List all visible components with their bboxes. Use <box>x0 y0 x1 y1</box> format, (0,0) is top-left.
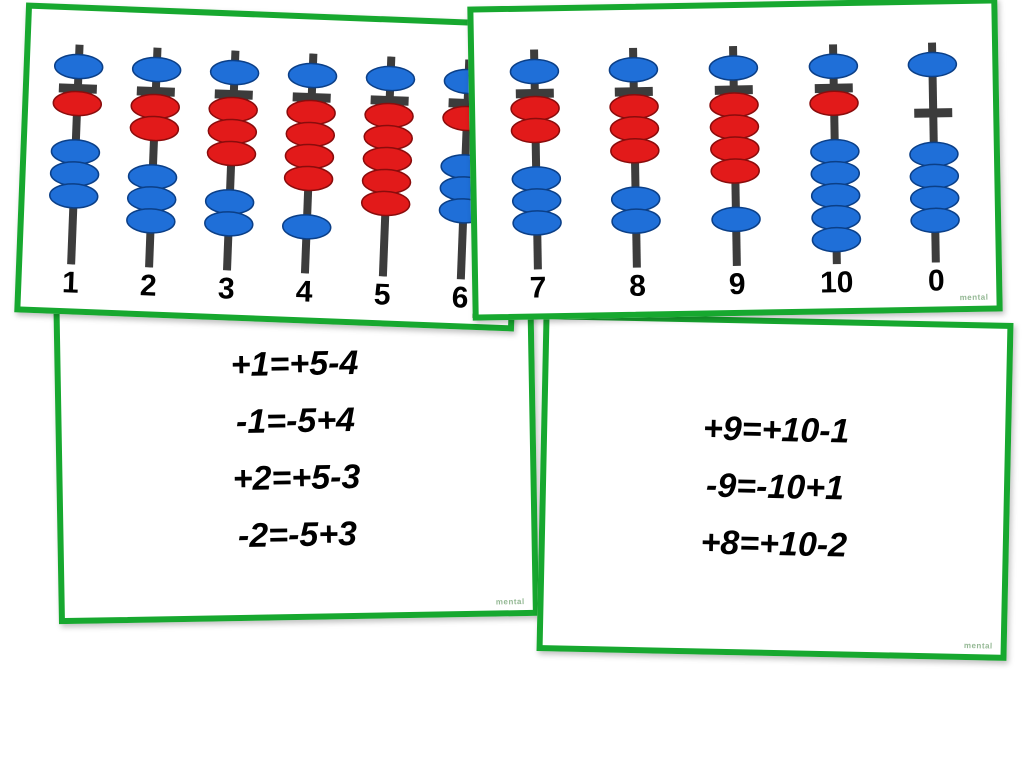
abacus-rod-svg <box>119 46 187 268</box>
watermark: mental <box>960 293 989 303</box>
abacus-rod-svg <box>803 44 867 265</box>
watermark: mental <box>964 641 993 651</box>
formula-right: +9=+10-1 -9=-10+1 +8=+10-2 mental <box>537 313 1014 661</box>
stage: { "colors": { "card_border": "#17a82f", … <box>0 0 1024 768</box>
rod-label: 7 <box>529 271 546 305</box>
abacus-rod: 7 <box>504 49 568 306</box>
abacus-rod: 4 <box>274 52 344 310</box>
abacus-rod: 0 <box>902 42 966 299</box>
formula-line: +8=+10-2 <box>700 523 847 565</box>
abacus-rod-svg <box>353 55 421 277</box>
abacus-rod: 5 <box>352 55 422 313</box>
abacus-right: 7 8 9 10 0 mental <box>467 0 1002 321</box>
rod-label: 10 <box>820 266 854 301</box>
rod-label: 2 <box>139 269 157 304</box>
formula-line: +1=+5-4 <box>230 344 358 385</box>
abacus-rod-svg <box>902 42 966 263</box>
abacus-rod: 3 <box>196 49 266 307</box>
abacus-rod: 1 <box>40 43 110 301</box>
formula-line: -1=-5+4 <box>236 401 356 442</box>
abacus-rod: 8 <box>603 47 667 304</box>
formula-line: +9=+10-1 <box>703 409 850 451</box>
abacus-left: 123456mental <box>14 3 526 332</box>
abacus-rod-svg <box>703 45 767 266</box>
watermark: mental <box>496 597 525 607</box>
abacus-rod-svg <box>197 49 265 271</box>
rod-label: 5 <box>373 278 391 313</box>
abacus-rod-svg <box>41 43 109 265</box>
abacus-rod: 9 <box>703 45 767 302</box>
formula-line: -2=-5+3 <box>238 515 358 556</box>
abacus-rod-svg <box>603 47 667 268</box>
abacus-rod-svg <box>504 49 568 270</box>
rod-label: 4 <box>295 275 313 310</box>
rod-label: 0 <box>928 264 945 298</box>
rod-label: 8 <box>629 270 646 304</box>
formula-line: -9=-10+1 <box>706 466 845 508</box>
rod-label: 3 <box>217 272 235 307</box>
rod-label: 1 <box>61 266 79 301</box>
rod-label: 6 <box>451 281 469 316</box>
abacus-rod: 10 <box>803 44 867 301</box>
abacus-rod: 2 <box>118 46 188 304</box>
rod-label: 9 <box>729 268 746 302</box>
abacus-rod-svg <box>275 52 343 274</box>
formula-line: +2=+5-3 <box>232 458 360 499</box>
